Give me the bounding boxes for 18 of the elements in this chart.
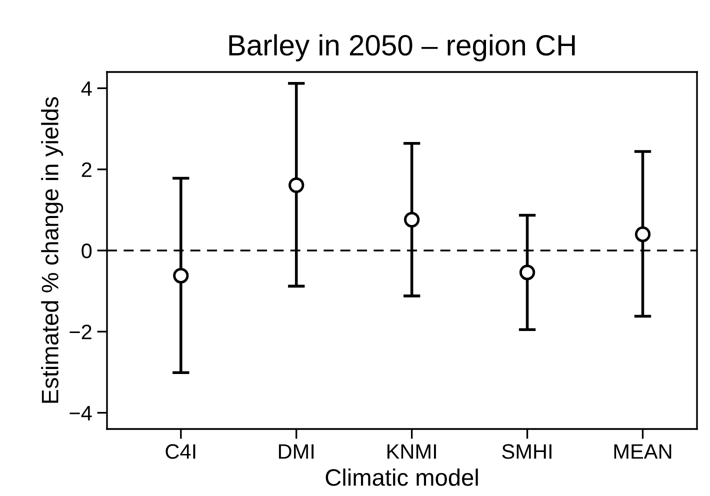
x-tick-label: KNMI — [387, 444, 436, 459]
x-tick-label: MEAN — [614, 444, 672, 459]
y-tick-label: 0 — [82, 244, 92, 258]
point — [634, 226, 651, 242]
y-tick-label: 2 — [82, 162, 92, 177]
point — [288, 177, 304, 194]
point — [173, 268, 189, 284]
x-tick-label: SMHI — [502, 444, 552, 459]
chart-title: Barley in 2050 – region CH — [229, 34, 575, 62]
x-axis-title: Climatic model — [326, 468, 478, 486]
y-tick-label: −2 — [70, 324, 92, 340]
y-axis-title: Estimated % change in yields — [41, 97, 64, 403]
point — [404, 212, 420, 228]
x-tick-label: C4I — [166, 444, 196, 459]
x-tick-label: DMI — [278, 444, 314, 459]
y-tick-label: 4 — [81, 81, 92, 96]
y-tick-label: −4 — [70, 406, 92, 420]
point — [519, 264, 536, 280]
